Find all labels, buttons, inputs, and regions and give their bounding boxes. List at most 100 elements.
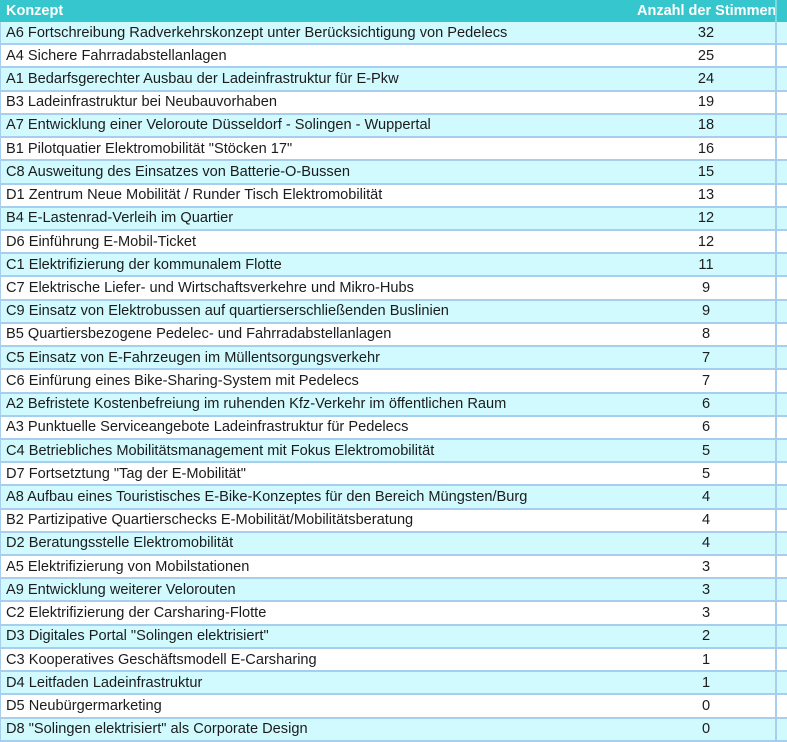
column-separator [775,556,777,578]
column-separator [775,300,777,322]
row-filler [777,394,787,415]
concept-cell: A8 Aufbau eines Touristisches E-Bike-Kon… [6,488,528,505]
votes-cell: 16 [697,140,715,157]
table-row: D2 Beratungsstelle Elektromobilität 4 [0,532,787,557]
votes-cell: 1 [701,651,711,668]
table-row: D8 "Solingen elektrisiert" als Corporate… [0,718,787,742]
column-separator [775,370,777,392]
concept-cell: D1 Zentrum Neue Mobilität / Runder Tisch… [6,187,383,204]
row-filler [777,347,787,368]
concept-cell: C4 Betriebliches Mobilitätsmanagement mi… [6,442,435,459]
concept-cell: A4 Sichere Fahrradabstellanlagen [6,47,227,64]
row-filler [777,161,787,182]
concept-cell: C3 Kooperatives Geschäftsmodell E-Carsha… [6,651,317,668]
table-row: A4 Sichere Fahrradabstellanlagen 25 [0,45,787,69]
column-separator [775,114,777,137]
concept-cell: D6 Einführung E-Mobil-Ticket [6,233,197,250]
table-row: C6 Einfürung eines Bike-Sharing-System m… [0,370,787,394]
row-filler [777,370,787,391]
row-filler [777,92,787,113]
concept-cell: C6 Einfürung eines Bike-Sharing-System m… [6,372,359,389]
votes-cell: 3 [701,605,711,622]
table-row: C1 Elektrifizierung der kommunalem Flott… [0,254,787,278]
votes-cell: 25 [697,47,715,64]
column-separator [775,184,777,206]
column-separator [775,695,777,717]
table-row: A3 Punktuelle Serviceangebote Ladeinfras… [0,416,787,440]
concept-cell: A7 Entwicklung einer Veloroute Düsseldor… [6,117,431,134]
column-separator [775,91,777,113]
concept-cell: C7 Elektrische Liefer- und Wirtschaftsve… [6,280,414,297]
column-separator [775,161,777,183]
table-row: D3 Digitales Portal "Solingen elektrisie… [0,625,787,649]
concept-cell: D3 Digitales Portal "Solingen elektrisie… [6,628,269,645]
row-filler [777,533,787,554]
column-separator [775,463,777,485]
column-separator [775,439,777,462]
votes-cell: 9 [701,303,711,320]
concept-cell: A5 Elektrifizierung von Mobilstationen [6,558,250,575]
table-row: B2 Partizipative Quartierschecks E-Mobil… [0,509,787,533]
column-separator [775,230,777,253]
concept-cell: D8 "Solingen elektrisiert" als Corporate… [6,721,308,738]
concept-cell: A1 Bedarfsgerechter Ausbau der Ladeinfra… [6,71,399,88]
concept-cell: B1 Pilotquatier Elektromobilität "Stöcke… [6,140,293,157]
column-separator [775,486,777,508]
column-separator [775,323,777,346]
table-row: B3 Ladeinfrastruktur bei Neubauvorhaben 1… [0,91,787,115]
votes-cell: 18 [697,117,715,134]
column-separator [775,672,777,694]
votes-cell: 6 [701,419,711,436]
header-filler [777,0,787,22]
concept-cell: A3 Punktuelle Serviceangebote Ladeinfras… [6,419,409,436]
concept-cell: C1 Elektrifizierung der kommunalem Flott… [6,256,282,273]
votes-cell: 13 [697,187,715,204]
table-row: B1 Pilotquatier Elektromobilität "Stöcke… [0,138,787,162]
concept-cell: D5 Neubürgermarketing [6,697,162,714]
table-row: C8 Ausweitung des Einsatzes von Batterie… [0,161,787,185]
column-separator [775,138,777,160]
column-separator [775,625,777,647]
votes-cell: 19 [697,94,715,111]
table-row: A9 Entwicklung weiterer Velorouten 3 [0,579,787,603]
concept-cell: D7 Fortsetztung "Tag der E-Mobilität" [6,465,246,482]
row-filler [777,463,787,484]
concept-cell: A9 Entwicklung weiterer Velorouten [6,581,236,598]
column-separator [775,45,777,67]
votes-cell: 0 [701,697,711,714]
table-row: C3 Kooperatives Geschäftsmodell E-Carsha… [0,648,787,673]
table-row: C4 Betriebliches Mobilitätsmanagement mi… [0,439,787,464]
votes-cell: 5 [701,442,711,459]
concept-cell: B3 Ladeinfrastruktur bei Neubauvorhaben [6,94,277,111]
votes-cell: 1 [701,674,711,691]
votes-cell: 8 [701,326,711,343]
row-filler [777,185,787,206]
row-filler [777,45,787,66]
column-header-concept: Konzept [6,3,64,19]
table-row: D1 Zentrum Neue Mobilität / Runder Tisch… [0,184,787,208]
row-filler [777,510,787,531]
column-separator [775,393,777,415]
column-separator [775,68,777,90]
concept-cell: D4 Leitfaden Ladeinfrastruktur [6,674,203,691]
row-filler [777,440,787,461]
concept-cell: A2 Befristete Kostenbefreiung im ruhende… [6,396,507,413]
votes-cell: 11 [698,256,714,273]
column-separator [775,416,777,438]
concept-cell: C8 Ausweitung des Einsatzes von Batterie… [6,163,350,180]
row-filler [777,649,787,670]
votes-cell: 12 [697,210,715,227]
table-row: B4 E-Lastenrad-Verleih im Quartier 12 [0,207,787,231]
table-row: C2 Elektrifizierung der Carsharing-Flott… [0,602,787,626]
row-filler [777,324,787,345]
table-row: B5 Quartiersbezogene Pedelec- und Fahrra… [0,323,787,348]
row-filler [777,138,787,159]
votes-cell: 5 [701,465,711,482]
concept-cell: D2 Beratungsstelle Elektromobilität [6,535,234,552]
column-header-votes: Anzahl der Stimmen [637,3,777,19]
votes-cell: 24 [697,71,715,88]
table-row: D5 Neubürgermarketing 0 [0,695,787,719]
votes-cell: 9 [701,280,711,297]
column-separator [775,579,777,601]
